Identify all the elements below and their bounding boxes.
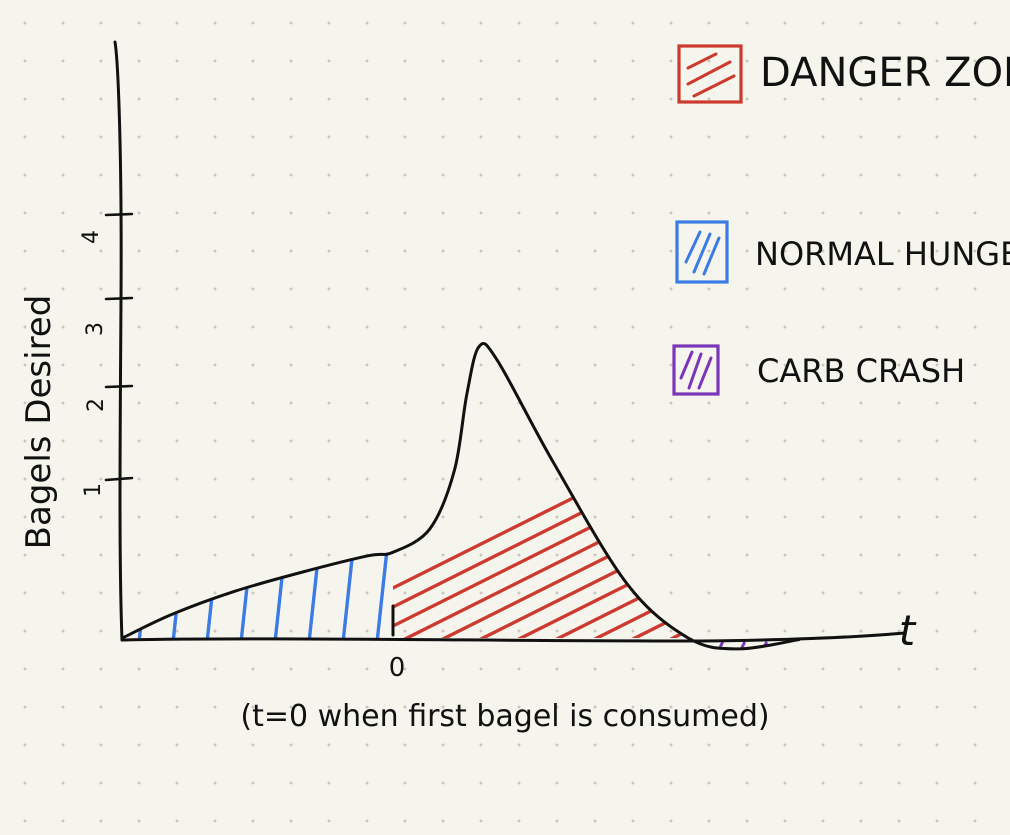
legend-item-normal-hunger: NORMAL HUNGER: [675, 220, 1010, 284]
bagel-desire-curve: [120, 342, 801, 651]
x-axis-label: t: [899, 606, 917, 655]
hatch-line-blue: [272, 552, 305, 638]
legend-label-danger-zone: DANGER ZONE: [760, 50, 1010, 96]
y-tick-label-3: 3: [83, 322, 108, 336]
hatch-line-purple: [832, 643, 854, 688]
hatch-line-red: [613, 496, 689, 638]
hatch-line-purple: [688, 641, 702, 649]
hatch-line-red: [393, 496, 575, 638]
hatch-line-red: [575, 496, 689, 638]
legend-swatch-normal-hunger: [675, 220, 729, 284]
hatch-line-purple: [786, 641, 799, 649]
y-axis-label: Bagels Desired: [19, 295, 59, 550]
legend-swatch-carb-crash: [672, 344, 720, 396]
normal-hunger-hatch: [70, 388, 394, 648]
y-tick-label-1: 1: [81, 483, 106, 497]
hatch-line-purple: [698, 641, 724, 649]
hatch-line-blue: [306, 552, 339, 638]
hatch-line-red: [423, 496, 689, 638]
hatch-line-blue: [70, 388, 98, 648]
hatch-line-red: [461, 496, 689, 638]
hatch-line-purple: [656, 643, 678, 688]
y-tick-mark-2: [104, 384, 134, 389]
legend: DANGER ZONE NORMAL HUNGER CARB CRASH: [672, 44, 1010, 396]
hatch-line-blue: [136, 552, 169, 638]
hatch-line-purple: [764, 641, 790, 649]
y-tick-mark-1: [104, 476, 134, 482]
legend-item-danger-zone: DANGER ZONE: [677, 44, 1010, 104]
x-axis: [120, 631, 907, 643]
hatch-line-red: [537, 496, 689, 638]
hatch-line-red: [393, 496, 689, 638]
x-tick-label-0: 0: [389, 653, 406, 683]
hatch-line-blue: [374, 552, 394, 638]
legend-item-carb-crash: CARB CRASH: [672, 344, 965, 396]
hatch-line-purple: [810, 643, 832, 688]
legend-label-carb-crash: CARB CRASH: [757, 352, 965, 390]
hatch-line-blue: [204, 552, 237, 638]
legend-swatch-danger-zone: [677, 44, 743, 104]
hatch-line-blue: [238, 552, 271, 638]
axis-annotation: (t=0 when first bagel is consumed): [240, 699, 769, 734]
hatch-line-blue: [122, 552, 135, 638]
y-axis: [113, 40, 124, 642]
hatch-line-red: [729, 498, 1010, 648]
hatch-line-blue: [340, 552, 373, 638]
hatch-line-red: [393, 496, 613, 638]
hatch-line-purple: [634, 643, 656, 688]
y-tick-mark-4: [104, 212, 134, 217]
legend-label-normal-hunger: NORMAL HUNGER: [755, 235, 1010, 273]
hatch-line-red: [691, 498, 991, 648]
y-tick-label-4: 4: [79, 230, 104, 244]
y-tick-label-2: 2: [84, 398, 109, 412]
hatch-line-purple: [590, 643, 612, 688]
hatch-line-purple: [568, 643, 590, 688]
y-tick-mark-3: [104, 296, 134, 301]
hatch-line-purple: [854, 643, 876, 688]
hatch-line-purple: [612, 643, 634, 688]
hatch-line-red: [499, 496, 689, 638]
